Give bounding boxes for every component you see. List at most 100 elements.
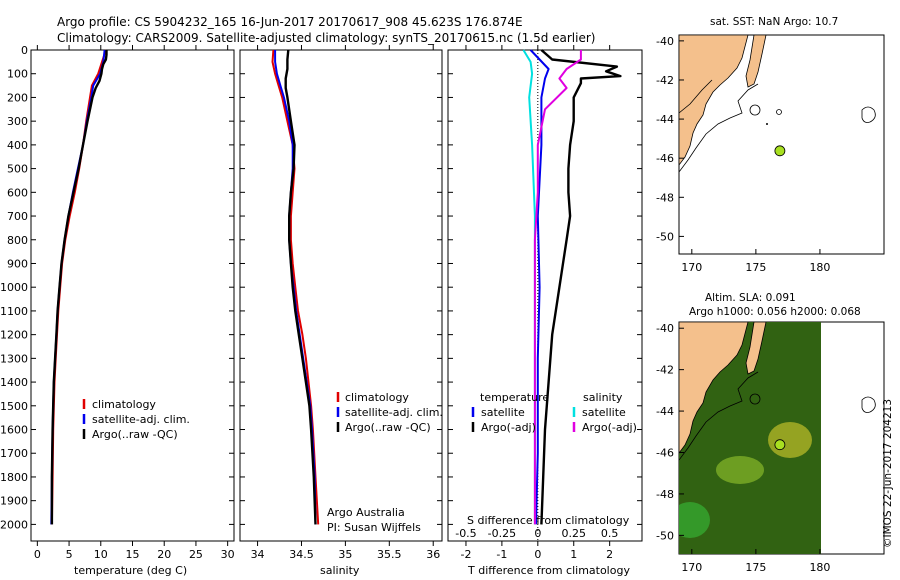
salinity-axes-frame [239,49,443,542]
header-line2: Climatology: CARS2009. Satellite-adjuste… [57,31,595,45]
series-climatology [271,49,320,525]
ytick-label: 1300 [0,352,28,365]
sla-land-south-island [679,322,749,454]
ytick-label: 100 [7,68,28,81]
annotation-pi: PI: Susan Wijffels [327,521,421,534]
sst-land-south-island [679,35,749,166]
temperature-xlabel: temperature (deg C) [74,564,187,577]
legend-satellite: satellite-adj. clim. [345,406,443,419]
legend-argo: Argo(..raw -QC) [345,421,431,434]
sst-speck [766,123,768,125]
map-ytick-label: -44 [656,113,674,126]
ytick-label: 0 [21,44,28,57]
sla-map: Altim. SLA: 0.091 Argo h1000: 0.056 h200… [656,292,894,574]
xtick-label: 34 [251,548,265,561]
ytick-label: 1400 [0,376,28,389]
s-tick-label: -0.25 [488,527,516,540]
legend-heading-salinity: salinity [583,391,623,404]
legend-climatology: climatology [345,391,409,404]
xtick-label: 0 [34,548,41,561]
legend-t-satellite: satellite [481,406,525,419]
map-ytick-label: -42 [656,74,674,87]
annotation-argo-australia: Argo Australia [327,506,405,519]
xtick-label: -2 [460,548,471,561]
ytick-label: 1600 [0,424,28,437]
xtick-label: 34.5 [289,548,314,561]
map-xtick-label: 170 [681,561,702,574]
legend-climatology: climatology [92,398,156,411]
map-ytick-label: -42 [656,364,674,377]
sla-high-patch [768,422,812,458]
sst-east-contour [861,106,876,123]
map-xtick-label: 175 [745,561,766,574]
difference-xlabel: T difference from climatology [467,564,630,577]
sla-isobath [679,371,759,461]
legend-t-argo: Argo(-adj) [481,421,536,434]
sst-isobath-west [679,79,713,114]
sst-chatham-contour [749,104,761,116]
legend-s-argo: Argo(-adj) [582,421,637,434]
map-xtick-label: 175 [745,261,766,274]
sst-map-title: sat. SST: NaN Argo: 10.7 [710,16,838,28]
credit: ©IMOS 22-Jun-2017 204213 [882,399,894,548]
temperature-panel: 0 5 10 15 20 25 300100200300400500600700800900… [0,44,235,577]
salinity-xlabel: salinity [320,564,360,577]
sla-chatham-contour [749,393,761,405]
ytick-label: 1100 [0,305,28,318]
legend-argo: Argo(..raw -QC) [92,428,178,441]
ytick-label: 800 [7,234,28,247]
ytick-label: 600 [7,186,28,199]
map-ytick-label: -40 [656,322,674,335]
sst-map: sat. SST: NaN Argo: 10.7 170 175 180 -40 -42… [656,16,885,274]
map-xtick-label: 180 [809,261,830,274]
xtick-label: 0 [534,548,541,561]
ytick-label: 1900 [0,495,28,508]
legend-s-satellite: satellite [582,406,626,419]
xtick-label: 35.5 [377,548,402,561]
ytick-label: 300 [7,115,28,128]
header-line1: Argo profile: CS 5904232_165 16-Jun-2017… [57,15,523,29]
map-ytick-label: -50 [656,529,674,542]
ytick-label: 200 [7,91,28,104]
ytick-label: 1200 [0,329,28,342]
map-xtick-label: 180 [809,561,830,574]
ytick-label: 700 [7,210,28,223]
sla-east-contour [861,396,876,413]
xtick-label: 5 [66,548,73,561]
map-ytick-label: -48 [656,488,674,501]
ytick-label: 900 [7,257,28,270]
series-s-argo-adj- [533,50,582,525]
series-argo-raw-qc- [284,49,317,525]
temperature-axes-frame [30,49,235,542]
map-ytick-label: -50 [656,230,674,243]
xtick-label: 30 [221,548,235,561]
argo-position-marker [774,145,786,157]
xtick-label: -1 [496,548,507,561]
ytick-label: 1000 [0,281,28,294]
ytick-label: 500 [7,163,28,176]
difference-axes-frame [447,49,643,542]
series-t-argo-adj- [540,49,622,525]
map-ytick-label: -40 [656,35,674,48]
map-ytick-label: -46 [656,152,674,165]
ytick-label: 400 [7,139,28,152]
sla-map-subtitle: Argo h1000: 0.056 h2000: 0.068 [689,306,861,318]
temperature-legend: climatology satellite-adj. clim. Argo(..… [82,398,190,441]
xtick-label: 35 [338,548,352,561]
xtick-label: 36 [426,548,440,561]
sla-map-title: Altim. SLA: 0.091 [705,292,796,304]
xtick-label: 10 [94,548,108,561]
s-tick-label: 0.25 [561,527,586,540]
series-argo-raw-qc- [50,50,108,525]
xtick-label: 15 [126,548,140,561]
xtick-label: 20 [157,548,171,561]
xtick-label: 25 [189,548,203,561]
sla-low-patch [679,502,710,538]
ytick-label: 1700 [0,447,28,460]
salinity-panel: 34 34.5 35 35.5 36 salinity climatology sate… [239,45,443,577]
sst-isobath [679,83,759,173]
sla-high-patch-3 [716,456,764,484]
ytick-label: 1500 [0,400,28,413]
